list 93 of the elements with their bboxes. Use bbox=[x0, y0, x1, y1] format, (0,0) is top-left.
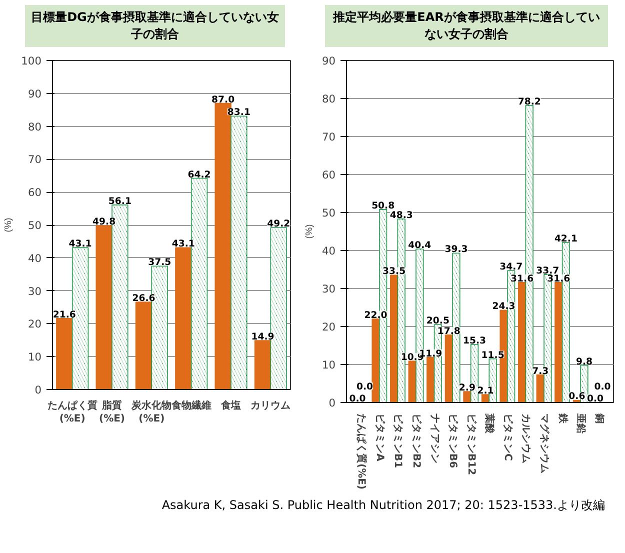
bar bbox=[56, 318, 73, 390]
data-label: 17.8 bbox=[437, 326, 460, 338]
x-tick-label: 葉酸 bbox=[484, 412, 496, 435]
data-label: 43.1 bbox=[68, 238, 92, 250]
x-tick-label: ナイアシン bbox=[428, 414, 440, 464]
data-label: 43.1 bbox=[172, 238, 195, 250]
x-tick-label: 食塩 bbox=[220, 400, 241, 412]
data-label: 0.6 bbox=[568, 392, 586, 402]
data-label: 34.7 bbox=[500, 262, 523, 273]
data-label: 11.5 bbox=[481, 350, 504, 362]
bar bbox=[254, 340, 272, 390]
x-tick-label: マグネシウム bbox=[538, 414, 551, 474]
y-tick-label: 10 bbox=[322, 358, 336, 372]
y-axis-title: (%) bbox=[3, 218, 14, 233]
y-tick-label: 20 bbox=[322, 320, 336, 334]
y-tick-label: 30 bbox=[322, 282, 336, 296]
y-tick-label: 0 bbox=[328, 396, 336, 410]
x-tick-label: ビタミンB1 bbox=[392, 414, 404, 468]
data-label: 20.5 bbox=[426, 316, 450, 327]
x-tick-label: 亜鉛 bbox=[575, 412, 588, 434]
data-label: 14.9 bbox=[251, 332, 274, 343]
x-tick-label: ビタミンC bbox=[502, 414, 514, 462]
x-tick-label: カリウム bbox=[250, 400, 291, 412]
y-tick-label: 40 bbox=[28, 252, 42, 266]
data-label: 15.3 bbox=[463, 336, 486, 347]
y-tick-label: 60 bbox=[28, 186, 42, 200]
y-tick-label: 30 bbox=[28, 285, 42, 298]
chart-title: 目標量DGが食事摂取基準に適合していない女子の割合 bbox=[30, 9, 280, 44]
y-axis-title: (%) bbox=[304, 224, 314, 240]
y-tick-label: 70 bbox=[322, 130, 336, 144]
y-tick-label: 50 bbox=[28, 219, 42, 232]
data-label: 31.6 bbox=[510, 274, 534, 285]
y-tick-label: 0 bbox=[34, 384, 42, 397]
y-tick-label: 40 bbox=[322, 244, 336, 258]
x-tick-label: ビタミンB2 bbox=[410, 414, 422, 468]
x-tick-label: ビタミンB12 bbox=[465, 414, 478, 476]
data-label: 56.1 bbox=[108, 196, 132, 208]
x-tick-label: 銅 bbox=[593, 412, 606, 424]
x-tick-label: たんぱく質(%E) bbox=[356, 414, 368, 490]
y-tick-label: 100 bbox=[21, 54, 42, 68]
bar bbox=[175, 248, 192, 390]
y-tick-label: 10 bbox=[28, 350, 42, 364]
data-label: 78.2 bbox=[518, 96, 541, 108]
bar bbox=[518, 282, 526, 403]
y-tick-label: 90 bbox=[322, 54, 336, 68]
bar bbox=[426, 357, 435, 403]
data-label: 7.3 bbox=[532, 366, 549, 378]
y-tick-label: 20 bbox=[28, 318, 42, 331]
y-tick-label: 80 bbox=[28, 120, 42, 134]
data-label: 42.1 bbox=[554, 234, 578, 245]
data-label: 64.2 bbox=[188, 170, 211, 181]
data-label: 0.0 bbox=[356, 382, 374, 393]
bar bbox=[135, 302, 152, 390]
data-label: 40.4 bbox=[408, 240, 432, 252]
data-label: 24.3 bbox=[492, 301, 516, 312]
data-label: 37.5 bbox=[148, 257, 172, 268]
data-label: 9.8 bbox=[576, 356, 593, 368]
data-label: 0.0 bbox=[586, 394, 604, 405]
data-label: 22.0 bbox=[364, 310, 388, 322]
data-label: 26.6 bbox=[132, 293, 156, 304]
bar bbox=[390, 275, 398, 403]
data-label: 0.0 bbox=[349, 394, 366, 405]
data-label: 39.3 bbox=[444, 244, 468, 256]
x-tick-label: 食物繊維 bbox=[170, 400, 212, 412]
data-label: 83.1 bbox=[227, 107, 250, 118]
x-tick-label: 鉄 bbox=[556, 412, 569, 425]
data-label: 21.6 bbox=[52, 310, 76, 321]
x-tick-label: たんぱく質 (%E) bbox=[47, 400, 98, 425]
y-tick-label: 70 bbox=[28, 153, 42, 166]
x-tick-label: カルシウム bbox=[520, 414, 532, 464]
y-tick-label: 50 bbox=[322, 206, 336, 220]
y-tick-label: 60 bbox=[322, 168, 336, 182]
data-label: 0.0 bbox=[594, 382, 612, 393]
x-tick-label: ビタミンA bbox=[374, 414, 386, 462]
data-label: 31.6 bbox=[547, 274, 570, 285]
x-tick-label: 脂質 (%E) bbox=[99, 400, 126, 425]
bar bbox=[372, 318, 380, 403]
x-tick-label: 炭水化物 (%E) bbox=[130, 400, 172, 425]
data-label: 87.0 bbox=[212, 94, 236, 106]
data-label: 2.1 bbox=[477, 386, 494, 397]
data-label: 49.8 bbox=[92, 216, 116, 228]
y-tick-label: 80 bbox=[322, 92, 336, 106]
x-tick-label: ビタミンB6 bbox=[447, 414, 460, 468]
text: Asakura K, Sasaki S. Public Health Nutrition 2017; 20: 1523-1533.より改編 bbox=[162, 497, 605, 514]
chart-title: 推定平均必要量EARが食事摂取基準に適合していない女子の割合 bbox=[332, 9, 601, 44]
data-label: 33.5 bbox=[382, 266, 406, 278]
bar bbox=[96, 226, 112, 390]
data-label: 50.8 bbox=[372, 200, 395, 212]
y-tick-label: 90 bbox=[28, 88, 42, 101]
data-label: 2.9 bbox=[458, 382, 476, 394]
data-label: 49.2 bbox=[267, 218, 290, 230]
bar bbox=[554, 282, 563, 403]
data-label: 48.3 bbox=[390, 210, 413, 222]
